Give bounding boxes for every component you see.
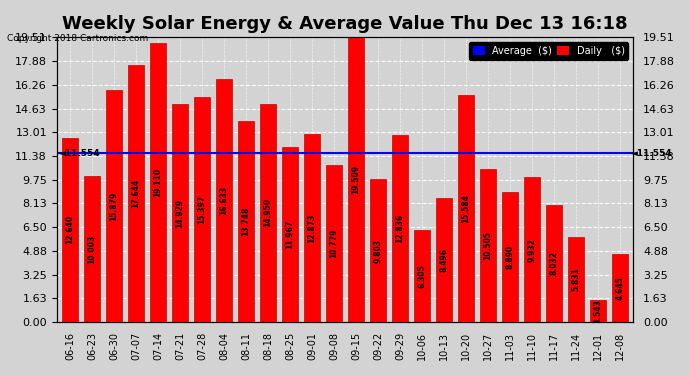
Bar [238, 122, 254, 322]
Bar [568, 237, 584, 322]
Bar [502, 192, 518, 322]
Text: 12.873: 12.873 [308, 213, 317, 243]
Bar [392, 135, 408, 322]
Text: 9.803: 9.803 [373, 238, 382, 262]
Text: 12.836: 12.836 [395, 214, 404, 243]
Bar [216, 80, 233, 322]
Text: 19.509: 19.509 [351, 165, 360, 194]
Bar [83, 176, 100, 322]
Text: 10.779: 10.779 [330, 229, 339, 258]
Text: 15.397: 15.397 [197, 195, 206, 224]
Text: 12.640: 12.640 [66, 215, 75, 244]
Legend: Average  ($), Daily   ($): Average ($), Daily ($) [469, 42, 629, 60]
Text: 14.929: 14.929 [175, 198, 184, 228]
Bar [612, 254, 629, 322]
Text: 10.505: 10.505 [484, 231, 493, 260]
Bar [370, 179, 386, 322]
Text: 10.003: 10.003 [88, 234, 97, 264]
Text: 17.644: 17.644 [131, 178, 141, 208]
Bar [282, 147, 298, 322]
Text: 8.496: 8.496 [440, 248, 449, 272]
Bar [590, 300, 607, 322]
Bar [172, 104, 188, 322]
Bar [348, 38, 364, 322]
Text: 16.633: 16.633 [219, 186, 228, 215]
Bar [194, 98, 210, 322]
Bar [259, 104, 276, 322]
Bar [436, 198, 452, 322]
Text: 6.305: 6.305 [417, 264, 426, 288]
Bar [128, 64, 144, 322]
Text: 13.748: 13.748 [241, 207, 250, 236]
Text: 4.645: 4.645 [615, 276, 624, 300]
Bar [61, 138, 78, 322]
Text: 9.932: 9.932 [528, 238, 537, 261]
Bar [524, 177, 540, 322]
Bar [546, 205, 562, 322]
Text: Copyright 2018 Cartronics.com: Copyright 2018 Cartronics.com [7, 34, 148, 43]
Text: 15.584: 15.584 [462, 194, 471, 223]
Bar [414, 230, 431, 322]
Bar [106, 90, 122, 322]
Title: Weekly Solar Energy & Average Value Thu Dec 13 16:18: Weekly Solar Energy & Average Value Thu … [62, 15, 628, 33]
Text: 11.967: 11.967 [286, 220, 295, 249]
Text: 8.890: 8.890 [506, 245, 515, 269]
Bar [326, 165, 342, 322]
Text: ◄11.554: ◄11.554 [631, 149, 673, 158]
Text: 8.032: 8.032 [549, 251, 559, 275]
Bar [304, 134, 320, 322]
Bar [150, 43, 166, 322]
Text: ◄11.554: ◄11.554 [59, 149, 101, 158]
Text: 19.110: 19.110 [153, 168, 162, 197]
Bar [457, 94, 474, 322]
Text: 5.831: 5.831 [571, 267, 580, 291]
Text: 15.879: 15.879 [110, 192, 119, 221]
Bar [480, 169, 496, 322]
Text: 1.543: 1.543 [593, 299, 602, 322]
Text: 14.950: 14.950 [264, 198, 273, 228]
